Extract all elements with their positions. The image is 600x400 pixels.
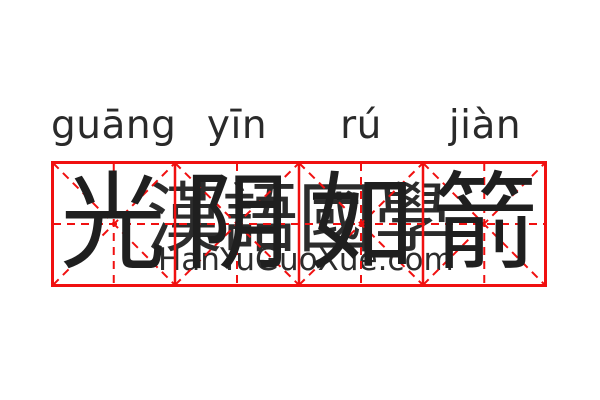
grid-guide-lines <box>52 162 546 286</box>
hanzi-character-2: 阴 <box>184 162 290 285</box>
pinyin-row: guāng yīn rú jiàn <box>51 100 547 152</box>
pinyin-syllable-3: rú <box>340 103 382 148</box>
practice-grid <box>51 161 547 287</box>
grid-borders <box>51 161 547 287</box>
pinyin-syllable-4: jiàn <box>448 103 522 148</box>
hanzi-character-1: 光 <box>60 162 166 285</box>
hanzi-character-4: 箭 <box>432 162 538 285</box>
pinyin-syllable-2: yīn <box>206 103 268 148</box>
hanzi-character-3: 如 <box>308 162 414 285</box>
watermark-site-text: HanYuGuoXue.com <box>158 242 454 278</box>
pinyin-syllable-1: guāng <box>51 103 177 148</box>
characters-row: 光 阴 如 箭 <box>51 161 547 287</box>
